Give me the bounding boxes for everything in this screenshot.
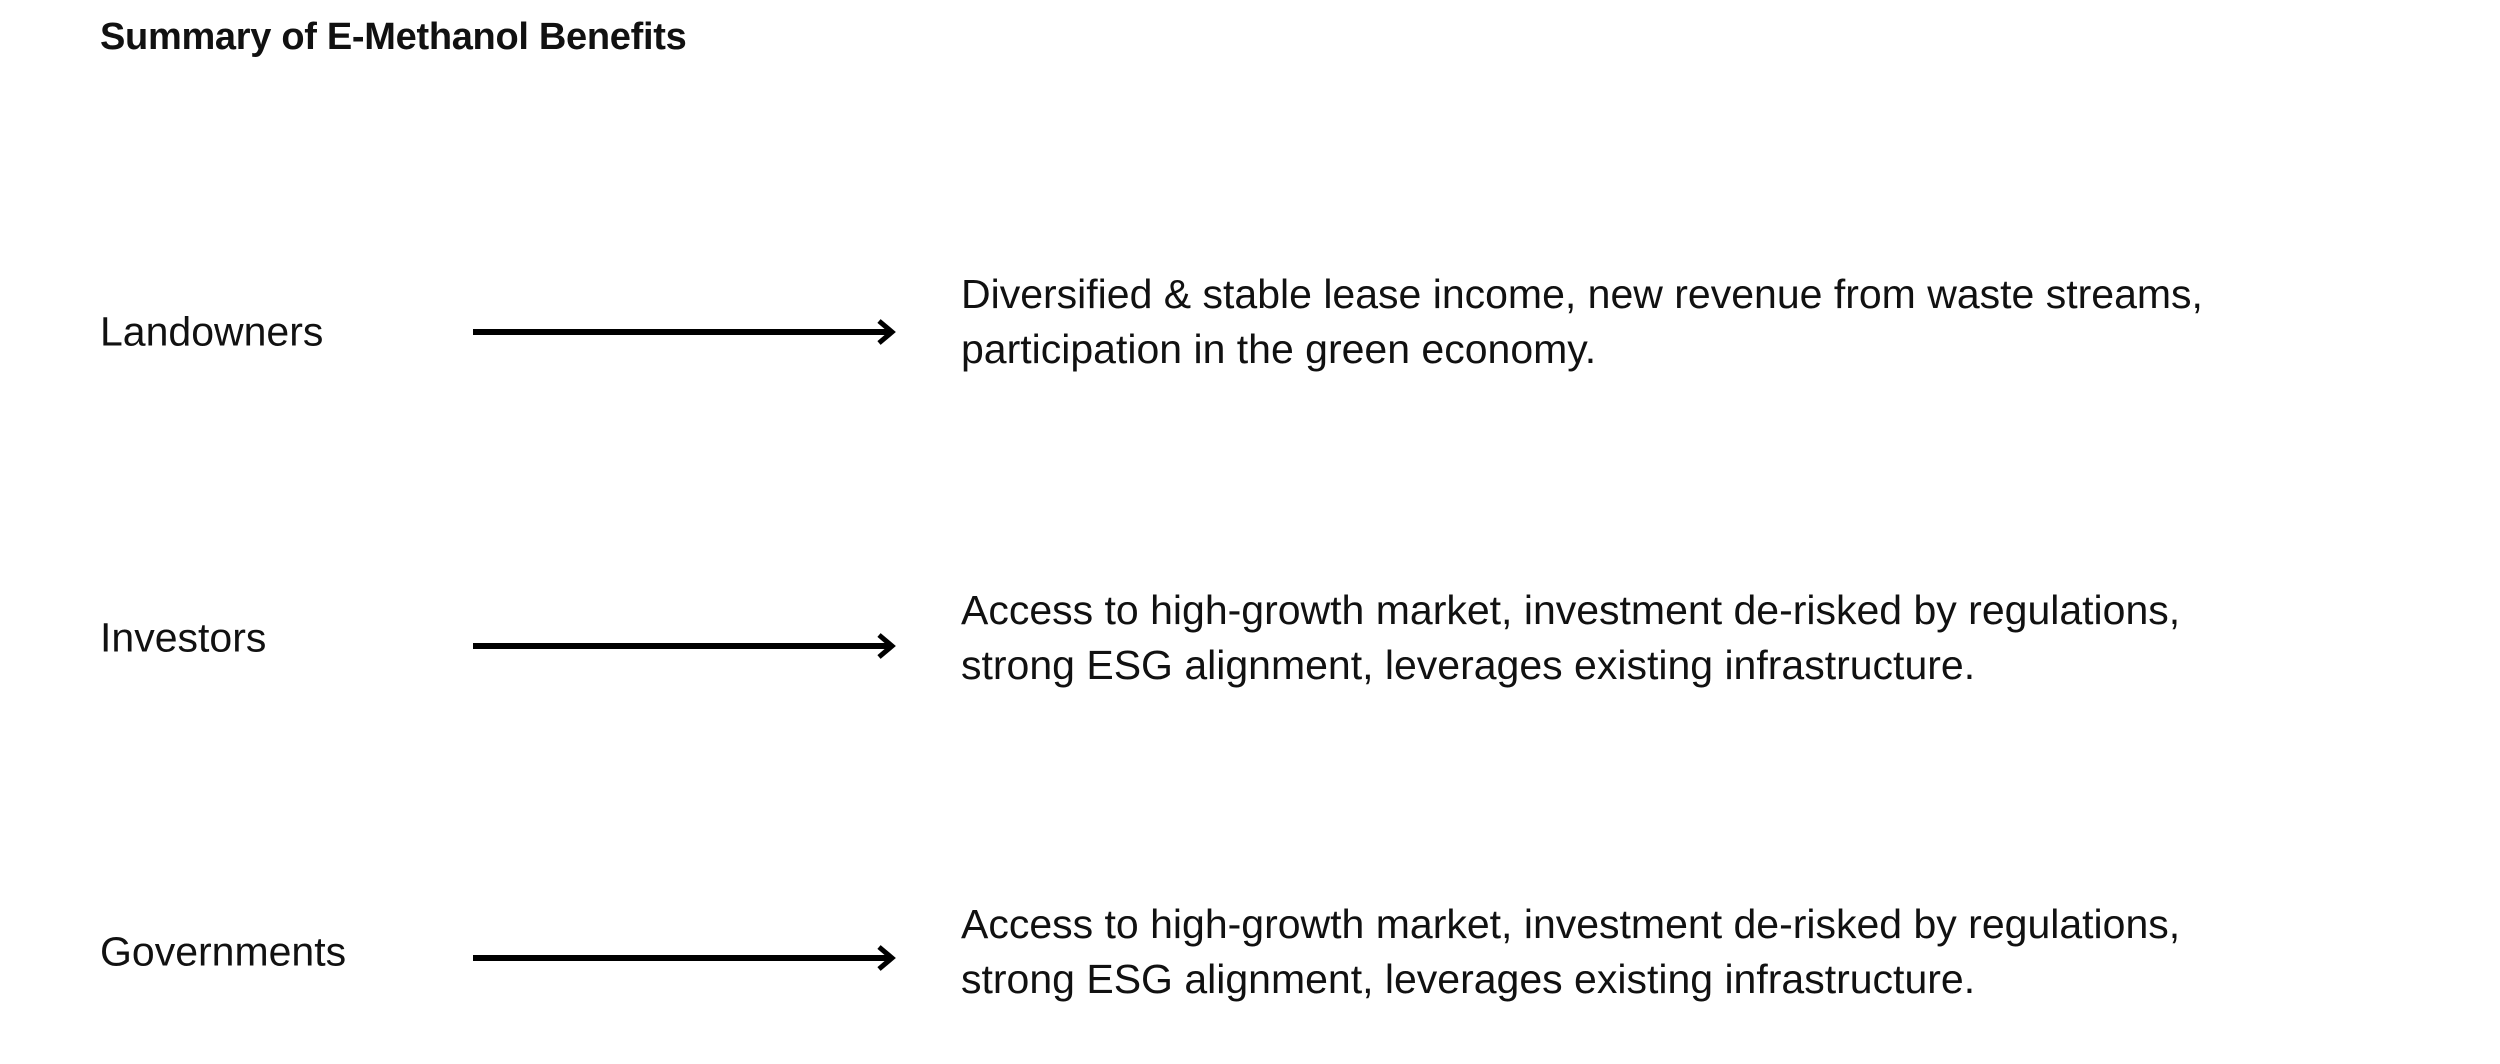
stakeholder-label: Landowners [100, 308, 324, 355]
arrow-right-icon [473, 319, 896, 345]
description-line: strong ESG alignment, leverages existing… [961, 956, 1976, 1002]
description-line: strong ESG alignment, leverages existing… [961, 642, 1976, 688]
benefit-description: Access to high-growth market, investment… [961, 897, 2180, 1007]
page-title: Summary of E-Methanol Benefits [100, 16, 687, 58]
stakeholder-label: Investors [100, 614, 267, 661]
benefit-description: Diversified & stable lease income, new r… [961, 267, 2203, 377]
description-line: participation in the green economy. [961, 326, 1597, 372]
benefit-description: Access to high-growth market, investment… [961, 583, 2180, 693]
stakeholder-label: Governments [100, 928, 347, 975]
arrow-right-icon [473, 633, 896, 659]
description-line: Diversified & stable lease income, new r… [961, 271, 2203, 317]
arrow-right-icon [473, 945, 896, 971]
description-line: Access to high-growth market, investment… [961, 901, 2181, 947]
description-line: Access to high-growth market, investment… [961, 587, 2181, 633]
